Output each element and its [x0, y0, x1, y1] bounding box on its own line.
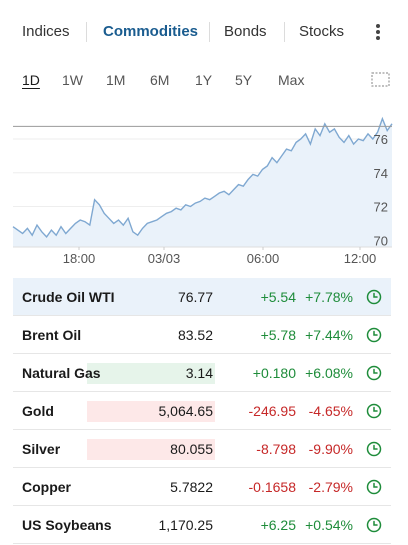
tab-bonds[interactable]: Bonds	[224, 23, 267, 40]
price-line	[12, 116, 393, 239]
clock-icon[interactable]	[366, 441, 382, 457]
clock-icon[interactable]	[366, 479, 382, 495]
last-price: 5.7822	[170, 479, 213, 495]
table-row[interactable]: US Soybeans 1,170.25 +6.25 +0.54%	[13, 506, 391, 544]
last-price: 5,064.65	[158, 403, 214, 419]
range-1y[interactable]: 1Y	[195, 72, 213, 88]
range-1m[interactable]: 1M	[106, 72, 126, 88]
price-change: +5.54	[260, 289, 296, 305]
tab-stocks[interactable]: Stocks	[299, 23, 345, 40]
market-tabs: Indices Commodities Bonds Stocks	[0, 0, 408, 64]
percent-change: -2.79%	[308, 479, 353, 495]
expand-chart-icon[interactable]	[371, 72, 390, 87]
y-tick-label: 70	[374, 233, 388, 248]
tab-divider	[86, 22, 87, 42]
price-change: -8.798	[256, 441, 296, 457]
last-price: 3.14	[185, 365, 213, 381]
clock-icon[interactable]	[366, 403, 382, 419]
clock-icon[interactable]	[366, 365, 382, 381]
instrument-name: US Soybeans	[22, 517, 112, 533]
last-price: 80.055	[170, 441, 213, 457]
x-tick-label: 12:00	[344, 251, 377, 266]
price-change-highlight	[87, 363, 215, 384]
commodities-table: Crude Oil WTI 76.77 +5.54 +7.78% Brent Oil 83…	[13, 278, 391, 544]
percent-change: -9.90%	[308, 441, 353, 457]
price-chart: 70 72 74 76 18:00 03/03 06:00 12:00	[0, 108, 408, 274]
price-change: +6.25	[260, 517, 296, 533]
y-tick-label: 76	[374, 132, 388, 147]
last-price: 83.52	[177, 327, 213, 343]
y-tick-label: 74	[374, 166, 388, 181]
instrument-name: Natural Gas	[22, 365, 101, 381]
tab-indices[interactable]: Indices	[22, 23, 70, 40]
clock-icon[interactable]	[366, 289, 382, 305]
range-max[interactable]: Max	[278, 72, 305, 88]
price-area	[13, 118, 392, 247]
instrument-name: Copper	[22, 479, 71, 495]
price-change: -246.95	[248, 403, 296, 419]
table-row[interactable]: Natural Gas 3.14 +0.180 +6.08%	[13, 354, 391, 392]
x-tick-label: 03/03	[148, 251, 181, 266]
instrument-name: Gold	[22, 403, 54, 419]
range-6m[interactable]: 6M	[150, 72, 170, 88]
tab-commodities[interactable]: Commodities	[103, 23, 199, 40]
instrument-name: Brent Oil	[22, 327, 82, 343]
y-tick-label: 72	[374, 200, 388, 215]
table-row[interactable]: Gold 5,064.65 -246.95 -4.65%	[13, 392, 391, 430]
percent-change: +7.78%	[305, 289, 353, 305]
table-row[interactable]: Silver 80.055 -8.798 -9.90%	[13, 430, 391, 468]
clock-icon[interactable]	[366, 517, 382, 533]
tab-divider	[284, 22, 285, 42]
x-tick-label: 06:00	[247, 251, 280, 266]
tab-divider	[209, 22, 210, 42]
instrument-name: Silver	[22, 441, 61, 457]
range-1w[interactable]: 1W	[62, 72, 83, 88]
price-change-highlight	[87, 439, 215, 460]
price-change-highlight	[87, 401, 215, 422]
table-row[interactable]: Brent Oil 83.52 +5.78 +7.44%	[13, 316, 391, 354]
price-change: +5.78	[260, 327, 296, 343]
instrument-name: Crude Oil WTI	[22, 289, 115, 305]
clock-icon[interactable]	[366, 327, 382, 343]
price-change: +0.180	[252, 365, 296, 381]
more-options-icon[interactable]	[373, 22, 383, 42]
time-range-selector: 1D 1W 1M 6M 1Y 5Y Max	[0, 68, 408, 92]
last-price: 1,170.25	[158, 517, 214, 533]
percent-change: -4.65%	[308, 403, 353, 419]
percent-change: +7.44%	[305, 327, 353, 343]
range-1d[interactable]: 1D	[22, 72, 40, 88]
x-tick-label: 18:00	[63, 251, 96, 266]
last-price: 76.77	[177, 289, 213, 305]
percent-change: +6.08%	[305, 365, 353, 381]
range-5y[interactable]: 5Y	[235, 72, 253, 88]
table-row[interactable]: Crude Oil WTI 76.77 +5.54 +7.78%	[13, 278, 391, 316]
price-change: -0.1658	[248, 479, 296, 495]
table-row[interactable]: Copper 5.7822 -0.1658 -2.79%	[13, 468, 391, 506]
price-chart-svg: 70 72 74 76 18:00 03/03 06:00 12:00	[12, 116, 393, 266]
percent-change: +0.54%	[305, 517, 353, 533]
